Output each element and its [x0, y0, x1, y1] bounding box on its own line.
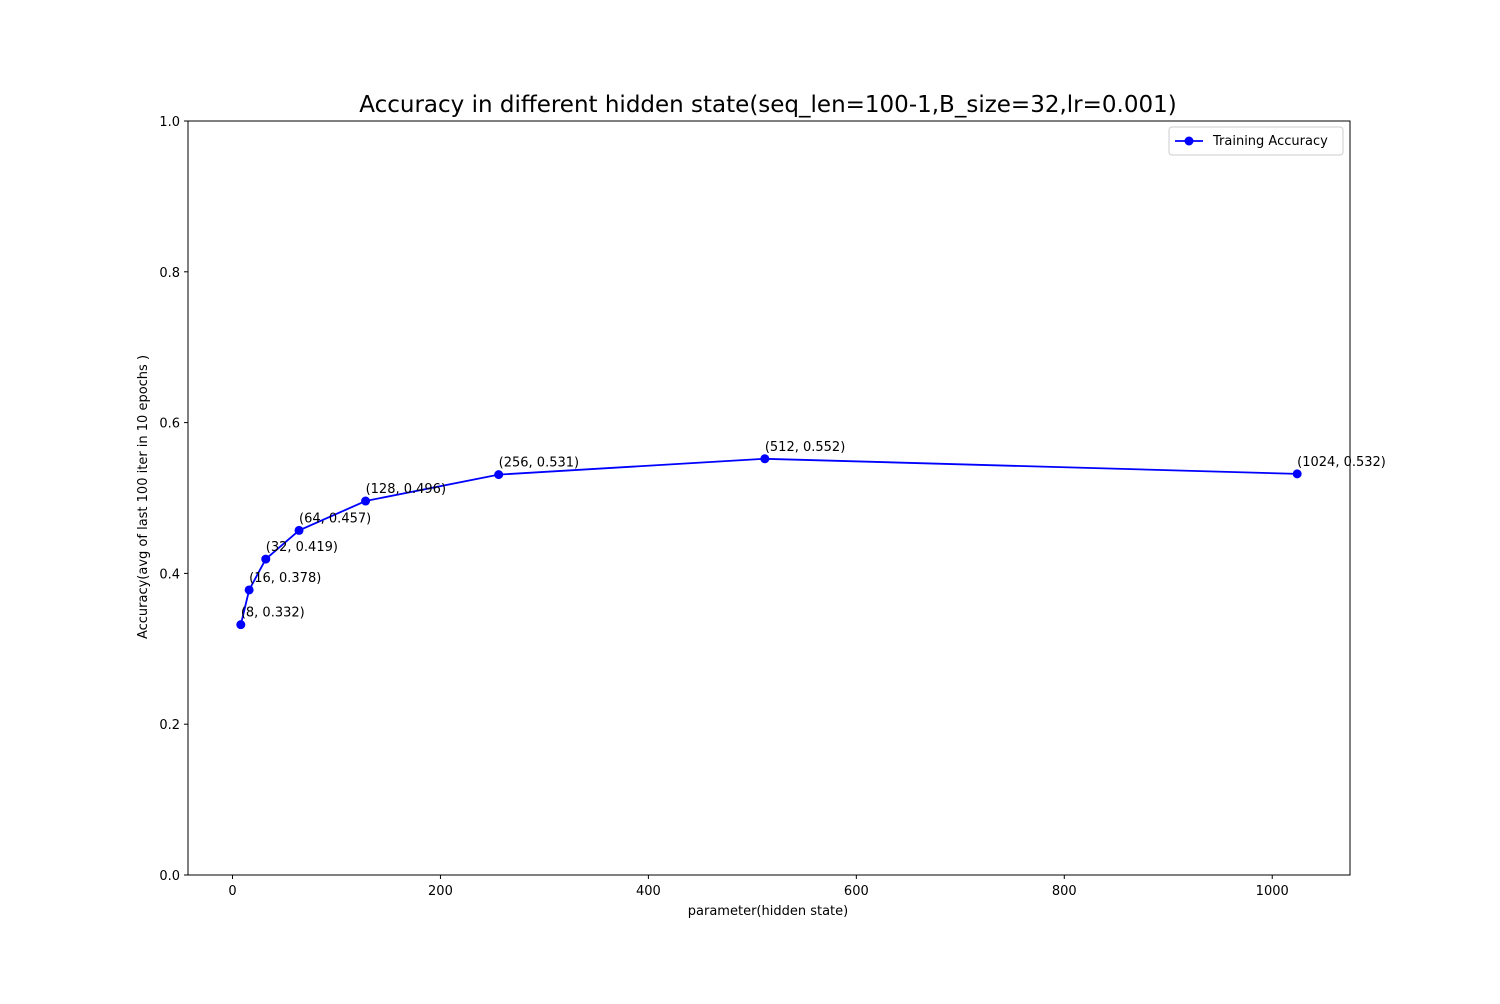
data-point	[361, 496, 371, 506]
x-tick-label: 1000	[1256, 884, 1289, 899]
legend-label: Training Accuracy	[1212, 134, 1328, 149]
x-tick-label: 600	[844, 884, 869, 899]
data-label: (16, 0.378)	[249, 571, 321, 586]
data-label: (8, 0.332)	[241, 606, 305, 621]
data-point	[294, 525, 304, 535]
legend-box	[1168, 126, 1344, 156]
legend: Training Accuracy	[1168, 126, 1344, 156]
data-label: (1024, 0.532)	[1297, 455, 1386, 470]
data-point	[244, 585, 254, 595]
x-tick-label: 0	[228, 884, 236, 899]
x-tick-label: 800	[1052, 884, 1077, 899]
y-tick-label: 0.6	[159, 417, 180, 432]
y-axis-label: Accuracy(avg of last 100 iter in 10 epoc…	[136, 355, 151, 639]
series-line	[239, 457, 1298, 625]
chart-title: Accuracy in different hidden state(seq_l…	[359, 92, 1176, 118]
data-point	[261, 554, 271, 564]
data-label: (64, 0.457)	[299, 511, 371, 526]
data-point	[1292, 469, 1302, 479]
data-label: (32, 0.419)	[266, 540, 338, 555]
data-label: (256, 0.531)	[499, 456, 579, 471]
data-point	[494, 470, 504, 480]
data-label: (512, 0.552)	[765, 440, 845, 455]
x-tick-label: 400	[636, 884, 661, 899]
x-tick-label: 200	[428, 884, 453, 899]
y-tick-label: 0.8	[159, 266, 180, 281]
y-tick-label: 1.0	[159, 115, 180, 130]
y-tick-label: 0.4	[159, 567, 180, 582]
legend-marker	[1184, 136, 1194, 146]
data-label: (128, 0.496)	[366, 482, 446, 497]
data-point	[236, 620, 246, 630]
plot-frame	[187, 120, 1351, 876]
y-tick-label: 0.0	[159, 869, 180, 884]
data-point	[760, 454, 770, 464]
x-axis-label: parameter(hidden state)	[688, 904, 848, 919]
y-tick-label: 0.2	[159, 718, 180, 733]
